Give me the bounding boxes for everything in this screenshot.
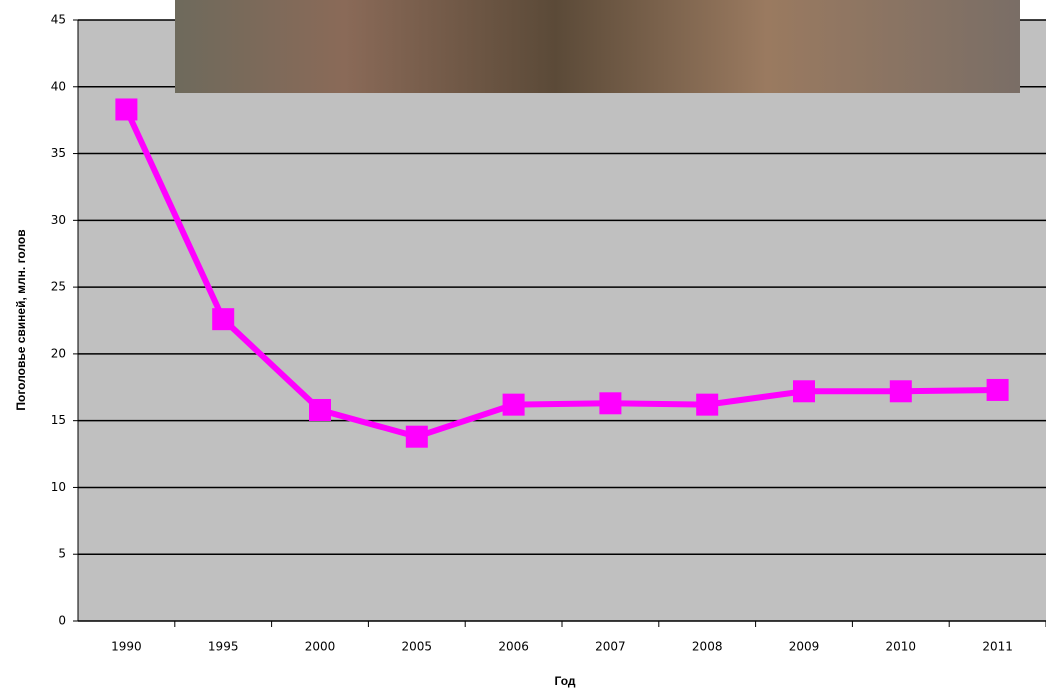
y-tick-label: 35 — [51, 146, 66, 160]
y-axis-title: Поголовье свиней, млн. голов — [14, 229, 28, 410]
y-tick-label: 25 — [51, 280, 66, 294]
data-point — [986, 378, 1009, 401]
photo-overlay — [175, 0, 1020, 93]
y-tick-label: 40 — [51, 79, 66, 93]
y-tick-label: 15 — [51, 413, 66, 427]
data-point — [502, 393, 525, 416]
plot-area — [78, 20, 1046, 621]
data-point — [405, 425, 428, 448]
data-point — [889, 380, 912, 403]
y-tick-label: 20 — [51, 346, 66, 360]
x-tick-label: 2006 — [498, 640, 529, 654]
x-axis-title: Год — [555, 674, 576, 688]
y-tick-label: 0 — [58, 614, 66, 628]
data-point — [696, 393, 719, 416]
x-tick-label: 2005 — [402, 640, 433, 654]
x-tick-label: 2000 — [305, 640, 336, 654]
x-tick-label: 2007 — [595, 640, 626, 654]
x-tick-label: 2011 — [982, 640, 1013, 654]
y-tick-label: 45 — [51, 13, 66, 27]
x-tick-label: 2009 — [789, 640, 820, 654]
data-point — [309, 398, 331, 421]
x-tick-label: 1990 — [111, 640, 142, 654]
y-tick-label: 10 — [51, 480, 66, 494]
y-tick-label: 5 — [58, 547, 66, 561]
data-point — [599, 392, 622, 415]
data-point — [212, 308, 235, 331]
data-point — [115, 98, 138, 121]
x-tick-label: 2010 — [886, 640, 917, 654]
x-tick-label: 1995 — [208, 640, 239, 654]
data-point — [793, 380, 815, 403]
x-tick-label: 2008 — [692, 640, 723, 654]
data-line — [123, 108, 998, 440]
y-tick-label: 30 — [51, 213, 66, 227]
